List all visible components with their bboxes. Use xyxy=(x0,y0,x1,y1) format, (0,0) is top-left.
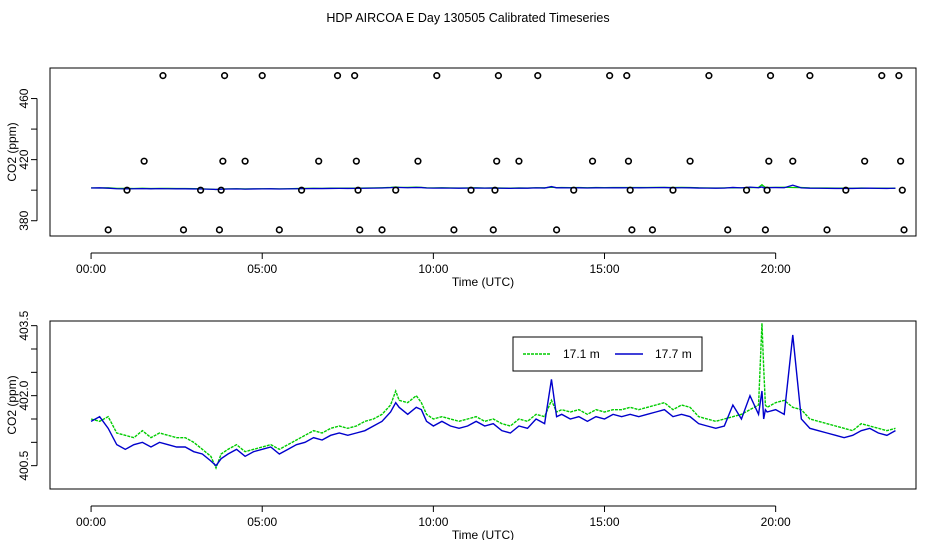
bottom-x-tick-label: 10:00 xyxy=(418,515,448,529)
bottom-panel: 00:00 05:00 10:00 15:00 20:00 Time (UTC) 400.5… xyxy=(5,310,917,540)
calibration-point xyxy=(354,186,362,194)
top-y-tick-label: 380 xyxy=(17,210,31,230)
bottom-x-axis-label: Time (UTC) xyxy=(452,528,514,540)
calibration-point xyxy=(258,72,266,80)
calibration-point xyxy=(570,186,578,194)
calibration-point xyxy=(686,157,694,165)
bottom-y-tick-label: 400.5 xyxy=(17,450,31,480)
bottom-x-tick-label: 20:00 xyxy=(761,515,791,529)
calibration-point xyxy=(895,72,903,80)
calibration-point xyxy=(356,226,364,234)
calibration-point xyxy=(896,157,905,165)
calibration-point xyxy=(315,157,323,165)
calibration-point xyxy=(414,157,422,165)
calibration-point xyxy=(333,72,342,80)
calibration-point xyxy=(806,72,814,80)
calibration-point xyxy=(515,157,523,165)
calibration-point xyxy=(534,72,542,80)
calibration-point xyxy=(297,186,306,194)
calibration-point xyxy=(648,226,657,234)
calibration-point xyxy=(104,226,112,234)
calibration-point xyxy=(900,226,908,234)
calibration-point xyxy=(789,157,797,165)
calibration-point xyxy=(623,72,631,80)
top-x-tick-label: 20:00 xyxy=(761,262,791,276)
calibration-point xyxy=(215,226,224,234)
calibration-point xyxy=(392,186,400,194)
top-x-tick-label: 15:00 xyxy=(589,262,619,276)
series-line-17-1-m xyxy=(90,323,896,470)
bottom-x-tick-label: 15:00 xyxy=(589,515,619,529)
calibration-point xyxy=(861,157,869,165)
calibration-point xyxy=(878,72,886,80)
calibration-point xyxy=(352,157,360,165)
calibration-point xyxy=(197,186,205,194)
bottom-x-tick-label: 00:00 xyxy=(76,515,106,529)
calibration-point xyxy=(606,72,614,80)
top-data-area xyxy=(91,72,908,234)
top-x-axis-label: Time (UTC) xyxy=(452,275,514,289)
calibration-point xyxy=(140,157,148,165)
bottom-y-tick-label: 403.5 xyxy=(17,310,31,340)
top-plot-frame xyxy=(49,67,917,237)
calibration-point xyxy=(765,157,773,165)
calibration-point xyxy=(552,226,561,234)
calibration-point xyxy=(742,186,751,194)
calibration-point xyxy=(351,72,359,80)
calibration-point xyxy=(275,226,283,234)
calibration-point xyxy=(491,186,499,194)
bottom-plot-frame xyxy=(49,320,917,490)
calibration-point xyxy=(378,226,386,234)
bottom-data-area xyxy=(90,323,896,470)
calibration-point xyxy=(217,186,225,194)
legend: 17.1 m 17.7 m xyxy=(512,336,703,372)
bottom-x-tick-label: 05:00 xyxy=(247,515,277,529)
legend-label: 17.1 m xyxy=(563,347,600,361)
top-x-tick-label: 10:00 xyxy=(418,262,448,276)
calibration-point xyxy=(588,157,597,165)
calibration-point xyxy=(724,226,732,234)
calibration-point xyxy=(898,186,906,194)
calibration-point xyxy=(450,226,458,234)
top-y-axis-label: CO2 (ppm) xyxy=(5,122,19,181)
series-line-17-7-m xyxy=(90,334,896,467)
calibration-point xyxy=(626,186,634,194)
calibration-point xyxy=(823,226,831,234)
top-x-tick-label: 05:00 xyxy=(247,262,277,276)
calibration-point xyxy=(159,72,167,80)
calibration-point xyxy=(241,157,249,165)
calibration-point xyxy=(493,157,501,165)
bottom-y-axis-label: CO2 (ppm) xyxy=(5,375,19,434)
calibration-point xyxy=(467,186,475,194)
figure-title: HDP AIRCOA E Day 130505 Calibrated Times… xyxy=(326,11,609,25)
calibration-point xyxy=(219,157,227,165)
calibration-point xyxy=(489,226,497,234)
top-panel: 00:00 05:00 10:00 15:00 20:00 Time (UTC) 380 42… xyxy=(5,67,917,289)
calibration-point xyxy=(179,226,188,234)
bottom-y-tick-label: 402.0 xyxy=(17,380,31,410)
top-y-tick-label: 420 xyxy=(17,149,31,169)
top-x-tick-label: 00:00 xyxy=(76,262,106,276)
calibration-point xyxy=(494,72,503,80)
calibration-point xyxy=(763,186,771,194)
calibration-point xyxy=(766,72,775,80)
calibration-point xyxy=(628,226,636,234)
calibration-point xyxy=(123,186,131,194)
calibration-point xyxy=(761,226,769,234)
calibration-point xyxy=(705,72,713,80)
calibration-point xyxy=(669,186,677,194)
calibration-point xyxy=(842,186,850,194)
calibration-point xyxy=(433,72,441,80)
calibration-point xyxy=(220,72,229,80)
calibration-point xyxy=(624,157,633,165)
top-y-tick-label: 460 xyxy=(17,88,31,108)
legend-label: 17.7 m xyxy=(655,347,692,361)
